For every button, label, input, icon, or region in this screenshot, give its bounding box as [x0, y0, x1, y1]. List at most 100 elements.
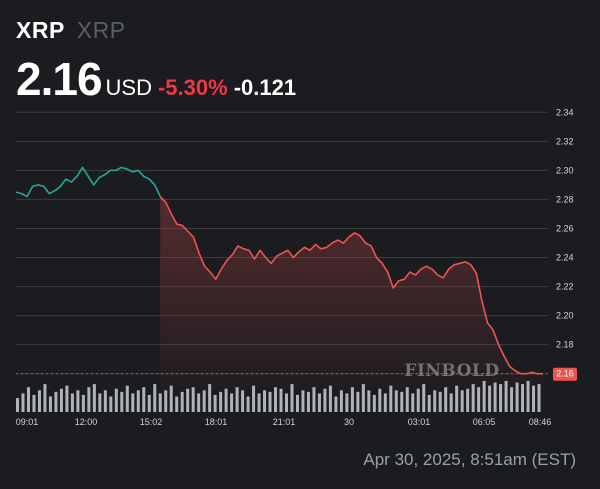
header-ticker-row: XRP XRP	[16, 17, 126, 45]
currency-label: USD	[105, 75, 152, 100]
volume-bar	[191, 387, 195, 412]
volume-bar	[361, 384, 365, 412]
volume-bar	[284, 393, 289, 412]
y-tick-label: 2.20	[556, 311, 574, 321]
volume-bar	[21, 393, 25, 412]
volume-bar	[317, 393, 321, 412]
volume-bar	[125, 385, 129, 412]
volume-bar	[449, 393, 453, 412]
volume-bar	[477, 387, 481, 412]
volume-bar	[504, 381, 508, 412]
volume-bar	[153, 384, 157, 412]
volume-bar	[202, 390, 206, 412]
current-price-label: 2.16	[556, 369, 574, 379]
volume-bar	[180, 391, 184, 412]
volume-bar	[246, 396, 250, 412]
volume-bar	[532, 385, 536, 412]
volume-bar	[131, 393, 135, 412]
volume-bar	[433, 390, 437, 412]
y-tick-label: 2.30	[556, 165, 574, 175]
volume-bar	[378, 388, 382, 412]
price-line-down	[159, 195, 543, 375]
price-row: 2.16 USD -5.30% -0.121	[16, 52, 297, 105]
volume-bar	[438, 391, 442, 412]
volume-bar	[400, 391, 404, 412]
y-tick-label: 2.26	[556, 223, 574, 233]
volume-bar	[208, 384, 212, 412]
volume-bar	[252, 385, 256, 412]
volume-bar	[175, 396, 179, 412]
y-tick-label: 2.34	[556, 107, 574, 117]
volume-bar	[422, 384, 426, 412]
volume-bar	[521, 384, 525, 412]
volume-bar	[482, 381, 486, 412]
volume-bar	[312, 387, 316, 412]
volume-bar	[394, 390, 398, 412]
volume-bar	[263, 390, 267, 412]
volume-bar	[372, 394, 376, 412]
change-percent: -5.30%	[157, 75, 228, 100]
volume-bar	[136, 390, 140, 412]
volume-bar	[350, 387, 354, 412]
volume-bar	[306, 391, 310, 412]
volume-bar	[488, 385, 492, 412]
x-tick-label: 03:01	[408, 417, 431, 427]
volume-bar	[169, 385, 173, 412]
volume-bar	[103, 390, 107, 412]
volume-bar	[493, 382, 497, 412]
volume-bar	[323, 388, 327, 412]
volume-bar	[37, 390, 41, 412]
change-absolute: -0.121	[233, 75, 297, 100]
volume-bar	[76, 390, 80, 412]
volume-bar	[70, 393, 74, 412]
volume-bar	[460, 390, 464, 412]
volume-bar	[186, 388, 190, 412]
volume-bar	[499, 384, 503, 412]
volume-bar	[268, 391, 272, 412]
volume-bar	[48, 396, 52, 412]
y-tick-label: 2.22	[556, 282, 574, 292]
volume-bar	[142, 387, 146, 412]
volume-bar	[444, 387, 448, 412]
x-tick-label: 18:01	[205, 417, 228, 427]
volume-bar	[526, 381, 530, 412]
volume-bar	[197, 393, 201, 412]
volume-bar	[54, 391, 58, 412]
ticker-symbol: XRP	[16, 17, 65, 43]
x-tick-label: 12:00	[75, 417, 98, 427]
y-tick-label: 2.32	[556, 136, 574, 146]
volume-bar	[235, 387, 239, 412]
volume-bar	[87, 387, 91, 412]
volume-bar	[92, 384, 96, 412]
volume-bar	[427, 394, 431, 412]
volume-bar	[389, 385, 393, 412]
ticker-name: XRP	[76, 17, 126, 43]
volume-bar	[43, 384, 47, 412]
current-price: 2.16	[16, 53, 103, 105]
volume-bar	[295, 394, 299, 412]
volume-bar	[537, 384, 541, 412]
y-tick-label: 2.28	[556, 194, 574, 204]
volume-bar	[158, 393, 162, 412]
volume-bar	[345, 393, 349, 412]
volume-bar	[65, 385, 69, 412]
volume-bar	[416, 388, 420, 412]
y-tick-label: 2.24	[556, 253, 574, 263]
volume-bar	[339, 390, 343, 412]
volume-bar	[213, 394, 217, 412]
volume-bar	[59, 388, 63, 412]
volume-bar	[109, 396, 113, 412]
volume-bar	[224, 388, 228, 412]
volume-bar	[219, 391, 223, 412]
x-tick-label: 06:05	[473, 417, 496, 427]
volume-bar	[367, 390, 371, 412]
y-tick-label: 2.18	[556, 340, 574, 350]
volume-bar	[328, 385, 332, 412]
volume-bar	[114, 388, 118, 412]
volume-bar	[120, 391, 124, 412]
x-tick-label: 15:02	[140, 417, 163, 427]
volume-bar	[81, 394, 85, 412]
volume-bar	[147, 394, 151, 412]
volume-bar	[301, 390, 305, 412]
